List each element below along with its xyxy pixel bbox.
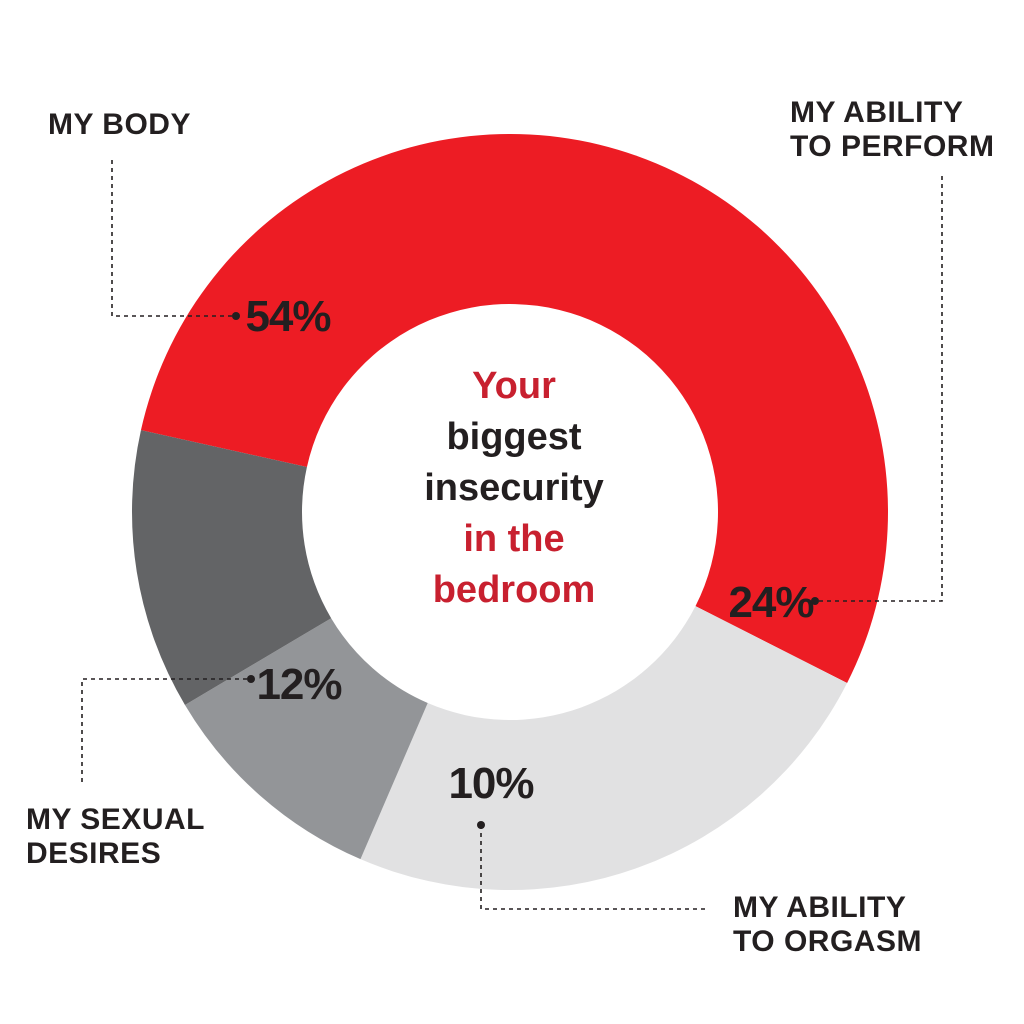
percent-labels: 54% 24% 10% 12% (245, 292, 814, 808)
leader-dot-1 (811, 597, 819, 605)
slice-1 (360, 606, 848, 891)
slice-0 (140, 133, 889, 684)
category-label-line: TO ORGASM (733, 925, 922, 958)
center-title-line: insecurity (424, 467, 604, 509)
category-label-line: MY SEXUAL (26, 803, 205, 836)
category-label-0: MY BODY (48, 108, 191, 141)
category-label-line: TO PERFORM (790, 130, 994, 163)
center-title-line: bedroom (433, 569, 596, 611)
percent-label-2: 10% (448, 759, 533, 808)
center-title-line: biggest (446, 416, 581, 458)
leader-lines (81, 160, 943, 910)
category-label-line: MY ABILITY (790, 96, 963, 129)
category-label-1: MY ABILITY TO PERFORM (790, 96, 994, 163)
leader-dot-2 (477, 821, 485, 829)
leader-line-1 (815, 176, 943, 602)
category-label-line: MY ABILITY (733, 891, 906, 924)
percent-label-1: 24% (728, 578, 813, 627)
leader-dot-0 (232, 312, 240, 320)
leader-line-2 (480, 825, 706, 910)
center-title-line: Your (472, 365, 556, 407)
category-label-line: MY BODY (48, 108, 191, 141)
center-title-line: in the (463, 518, 564, 560)
leader-line-0 (111, 160, 236, 317)
center-title: Your biggest insecurity in the bedroom (424, 365, 604, 611)
leader-dot-3 (247, 675, 255, 683)
category-label-3: MY SEXUAL DESIRES (26, 803, 205, 870)
category-label-line: DESIRES (26, 837, 161, 870)
leader-line-3 (81, 678, 251, 782)
percent-label-0: 54% (245, 292, 330, 341)
slice-3 (131, 430, 332, 705)
donut-slices (131, 133, 889, 891)
percent-label-3: 12% (256, 660, 341, 709)
category-label-2: MY ABILITY TO ORGASM (733, 891, 922, 958)
